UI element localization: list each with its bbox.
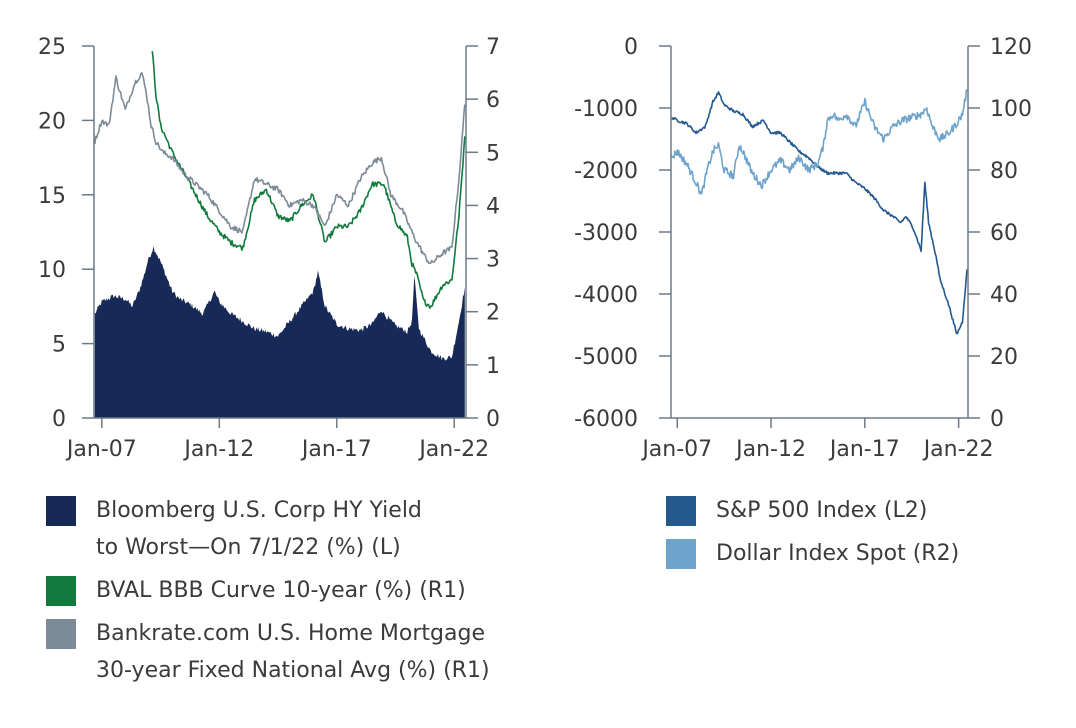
y-left-tick-label: -1000 [574, 97, 638, 122]
legend-label-bval: BVAL BBB Curve 10-year (%) (R1) [96, 578, 466, 603]
legend-label-hy-yield-line1: Bloomberg U.S. Corp HY Yield [96, 498, 422, 523]
legend-item-mortgage: Bankrate.com U.S. Home Mortgage 30-year … [46, 615, 490, 689]
legend-label-mortgage-line1: Bankrate.com U.S. Home Mortgage [96, 621, 485, 646]
y-right-tick-label: 5 [486, 141, 500, 166]
y-left-tick-label: -2000 [574, 159, 638, 184]
y-right-tick-label: 120 [990, 35, 1032, 60]
y-right-tick-label: 0 [486, 407, 500, 432]
legend-left: Bloomberg U.S. Corp HY Yield to Worst—On… [46, 492, 490, 695]
y-right-tick-label: 40 [990, 283, 1018, 308]
y-left-tick-label: -4000 [574, 283, 638, 308]
legend-label-sp500: S&P 500 Index (L2) [716, 498, 928, 523]
y-left-tick-label: -6000 [574, 407, 638, 432]
legend-label-mortgage-line2: 30-year Fixed National Avg (%) (R1) [96, 658, 490, 683]
series-mortgage-line [94, 72, 466, 265]
y-left-tick-label: 0 [624, 35, 638, 60]
y-left-tick-label: 0 [52, 407, 66, 432]
y-right-tick-label: 4 [486, 194, 500, 219]
series-hy-yield-area [94, 246, 465, 418]
series-bval-bbb-line [151, 51, 466, 309]
y-left-tick-label: 20 [38, 109, 66, 134]
legend-item-sp500: S&P 500 Index (L2) [666, 492, 959, 529]
x-tick-label: Jan-17 [300, 437, 372, 462]
x-tick-label: Jan-22 [922, 437, 994, 462]
y-right-tick-label: 0 [990, 407, 1004, 432]
legend-label-hy-yield-line2: to Worst—On 7/1/22 (%) (L) [96, 535, 401, 560]
legend-swatch-dollar [666, 539, 696, 569]
x-tick-label: Jan-12 [182, 437, 254, 462]
y-right-tick-label: 100 [990, 97, 1032, 122]
legend-swatch-hy-yield [46, 496, 76, 526]
series-dollar-index-line [670, 89, 968, 195]
legend-item-hy-yield: Bloomberg U.S. Corp HY Yield to Worst—On… [46, 492, 490, 566]
x-tick-label: Jan-12 [734, 437, 806, 462]
legend-item-bval: BVAL BBB Curve 10-year (%) (R1) [46, 572, 490, 609]
legend-right: S&P 500 Index (L2) Dollar Index Spot (R2… [666, 492, 959, 578]
legend-swatch-mortgage [46, 619, 76, 649]
y-right-tick-label: 6 [486, 88, 500, 113]
y-left-tick-label: 15 [38, 184, 66, 209]
y-right-tick-label: 20 [990, 345, 1018, 370]
y-right-tick-label: 2 [486, 301, 500, 326]
legend-label-dollar: Dollar Index Spot (R2) [716, 541, 960, 566]
y-left-tick-label: 25 [38, 35, 66, 60]
y-right-tick-label: 80 [990, 159, 1018, 184]
legend-swatch-bval [46, 576, 76, 606]
x-tick-label: Jan-07 [65, 437, 137, 462]
y-right-tick-label: 60 [990, 221, 1018, 246]
y-right-tick-label: 3 [486, 248, 500, 273]
y-right-tick-label: 1 [486, 354, 500, 379]
legend-swatch-sp500 [666, 496, 696, 526]
x-tick-label: Jan-07 [640, 437, 712, 462]
chart-sp500-dollar: -6000 -5000 -4000 -3000 -2000 -1000 0 0 20 40 60 80… [574, 35, 1032, 462]
x-tick-label: Jan-17 [828, 437, 900, 462]
chart-rates: 0 5 10 15 20 25 0 1 2 3 4 5 6 7 Jan-07 Jan-12 Jan-17 Jan-… [38, 35, 500, 462]
y-left-tick-label: -3000 [574, 221, 638, 246]
y-right-tick-label: 7 [486, 35, 500, 60]
y-left-tick-label: 10 [38, 258, 66, 283]
x-tick-label: Jan-22 [417, 437, 489, 462]
series-sp500-line [670, 91, 968, 335]
y-left-tick-label: 5 [52, 333, 66, 358]
legend-item-dollar: Dollar Index Spot (R2) [666, 535, 959, 572]
y-left-tick-label: -5000 [574, 345, 638, 370]
